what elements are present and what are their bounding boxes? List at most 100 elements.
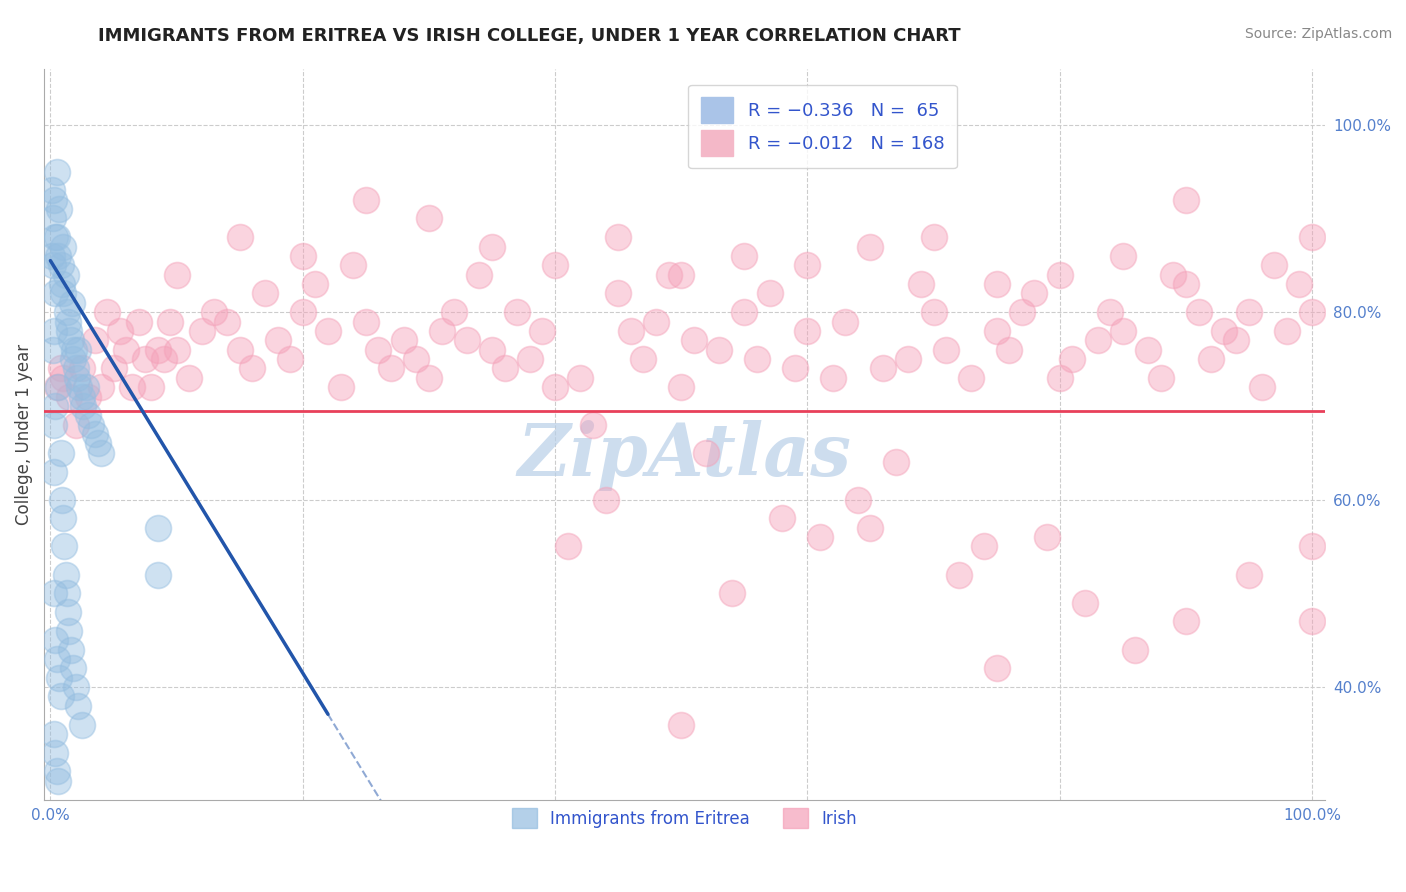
Point (87, 436, 110, 450)
Point (62, 352, 84, 367)
Point (986, 661, 1008, 675)
Point (707, 343, 730, 357)
Point (897, 352, 920, 367)
Point (66, 371, 89, 385)
Point (90, 446, 112, 460)
Point (44, 286, 66, 301)
Point (44, 586, 66, 600)
Point (418, 211, 440, 226)
Point (204, 305, 226, 319)
Point (65, 417, 87, 432)
Point (1112, 324, 1135, 338)
Point (56, 314, 79, 328)
Point (45, 764, 67, 779)
Point (63, 343, 86, 357)
Point (633, 352, 655, 367)
Point (808, 530, 831, 544)
Point (671, 268, 693, 282)
Point (607, 286, 630, 301)
Point (52, 239, 75, 253)
Point (846, 492, 869, 507)
Point (720, 586, 742, 600)
Point (77, 390, 100, 404)
Point (45, 230, 67, 244)
Y-axis label: College, Under 1 year: College, Under 1 year (15, 343, 32, 524)
Point (44, 193, 66, 207)
Point (884, 455, 907, 469)
Point (46, 773, 69, 788)
Point (682, 334, 704, 348)
Point (103, 361, 125, 376)
Point (44, 465, 66, 479)
Point (405, 352, 427, 367)
Point (44, 230, 66, 244)
Text: IMMIGRANTS FROM ERITREA VS IRISH COLLEGE, UNDER 1 YEAR CORRELATION CHART: IMMIGRANTS FROM ERITREA VS IRISH COLLEGE… (98, 27, 962, 45)
Point (1187, 305, 1209, 319)
Point (83, 427, 105, 442)
Point (468, 268, 491, 282)
Point (48, 671, 70, 685)
Point (191, 324, 214, 338)
Point (44, 727, 66, 741)
Point (1212, 324, 1234, 338)
Point (80, 417, 103, 432)
Point (228, 230, 250, 244)
Point (1112, 249, 1135, 263)
Point (758, 286, 780, 301)
Point (65, 680, 87, 694)
Point (83, 334, 105, 348)
Point (998, 343, 1021, 357)
Point (1024, 286, 1046, 301)
Point (53, 540, 76, 554)
Point (90, 380, 112, 394)
Point (146, 343, 169, 357)
Point (544, 380, 567, 394)
Point (134, 352, 156, 367)
Point (1049, 268, 1071, 282)
Point (77, 409, 100, 423)
Point (52, 371, 75, 385)
Point (671, 380, 693, 394)
Point (44, 746, 66, 760)
Point (948, 567, 970, 582)
Point (49, 258, 72, 272)
Point (986, 324, 1008, 338)
Point (1237, 567, 1260, 582)
Point (72, 399, 94, 413)
Point (922, 305, 945, 319)
Point (65, 361, 87, 376)
Point (859, 521, 882, 535)
Point (342, 258, 364, 272)
Point (380, 361, 402, 376)
Point (75, 380, 97, 394)
Point (935, 343, 957, 357)
Point (1237, 305, 1260, 319)
Point (329, 380, 352, 394)
Point (1301, 540, 1323, 554)
Point (783, 361, 806, 376)
Point (607, 230, 630, 244)
Point (41, 249, 63, 263)
Point (45, 652, 67, 666)
Point (922, 230, 945, 244)
Point (42, 258, 65, 272)
Point (278, 352, 301, 367)
Point (620, 324, 643, 338)
Point (44, 633, 66, 648)
Legend: Immigrants from Eritrea, Irish: Immigrants from Eritrea, Irish (505, 801, 863, 835)
Point (58, 390, 80, 404)
Point (146, 521, 169, 535)
Point (1275, 324, 1298, 338)
Point (48, 202, 70, 216)
Point (1174, 615, 1197, 629)
Point (141, 380, 163, 394)
Point (1062, 352, 1084, 367)
Point (146, 567, 169, 582)
Point (595, 492, 617, 507)
Point (1301, 615, 1323, 629)
Point (481, 239, 503, 253)
Point (973, 540, 995, 554)
Point (55, 268, 77, 282)
Point (506, 305, 529, 319)
Point (910, 277, 932, 291)
